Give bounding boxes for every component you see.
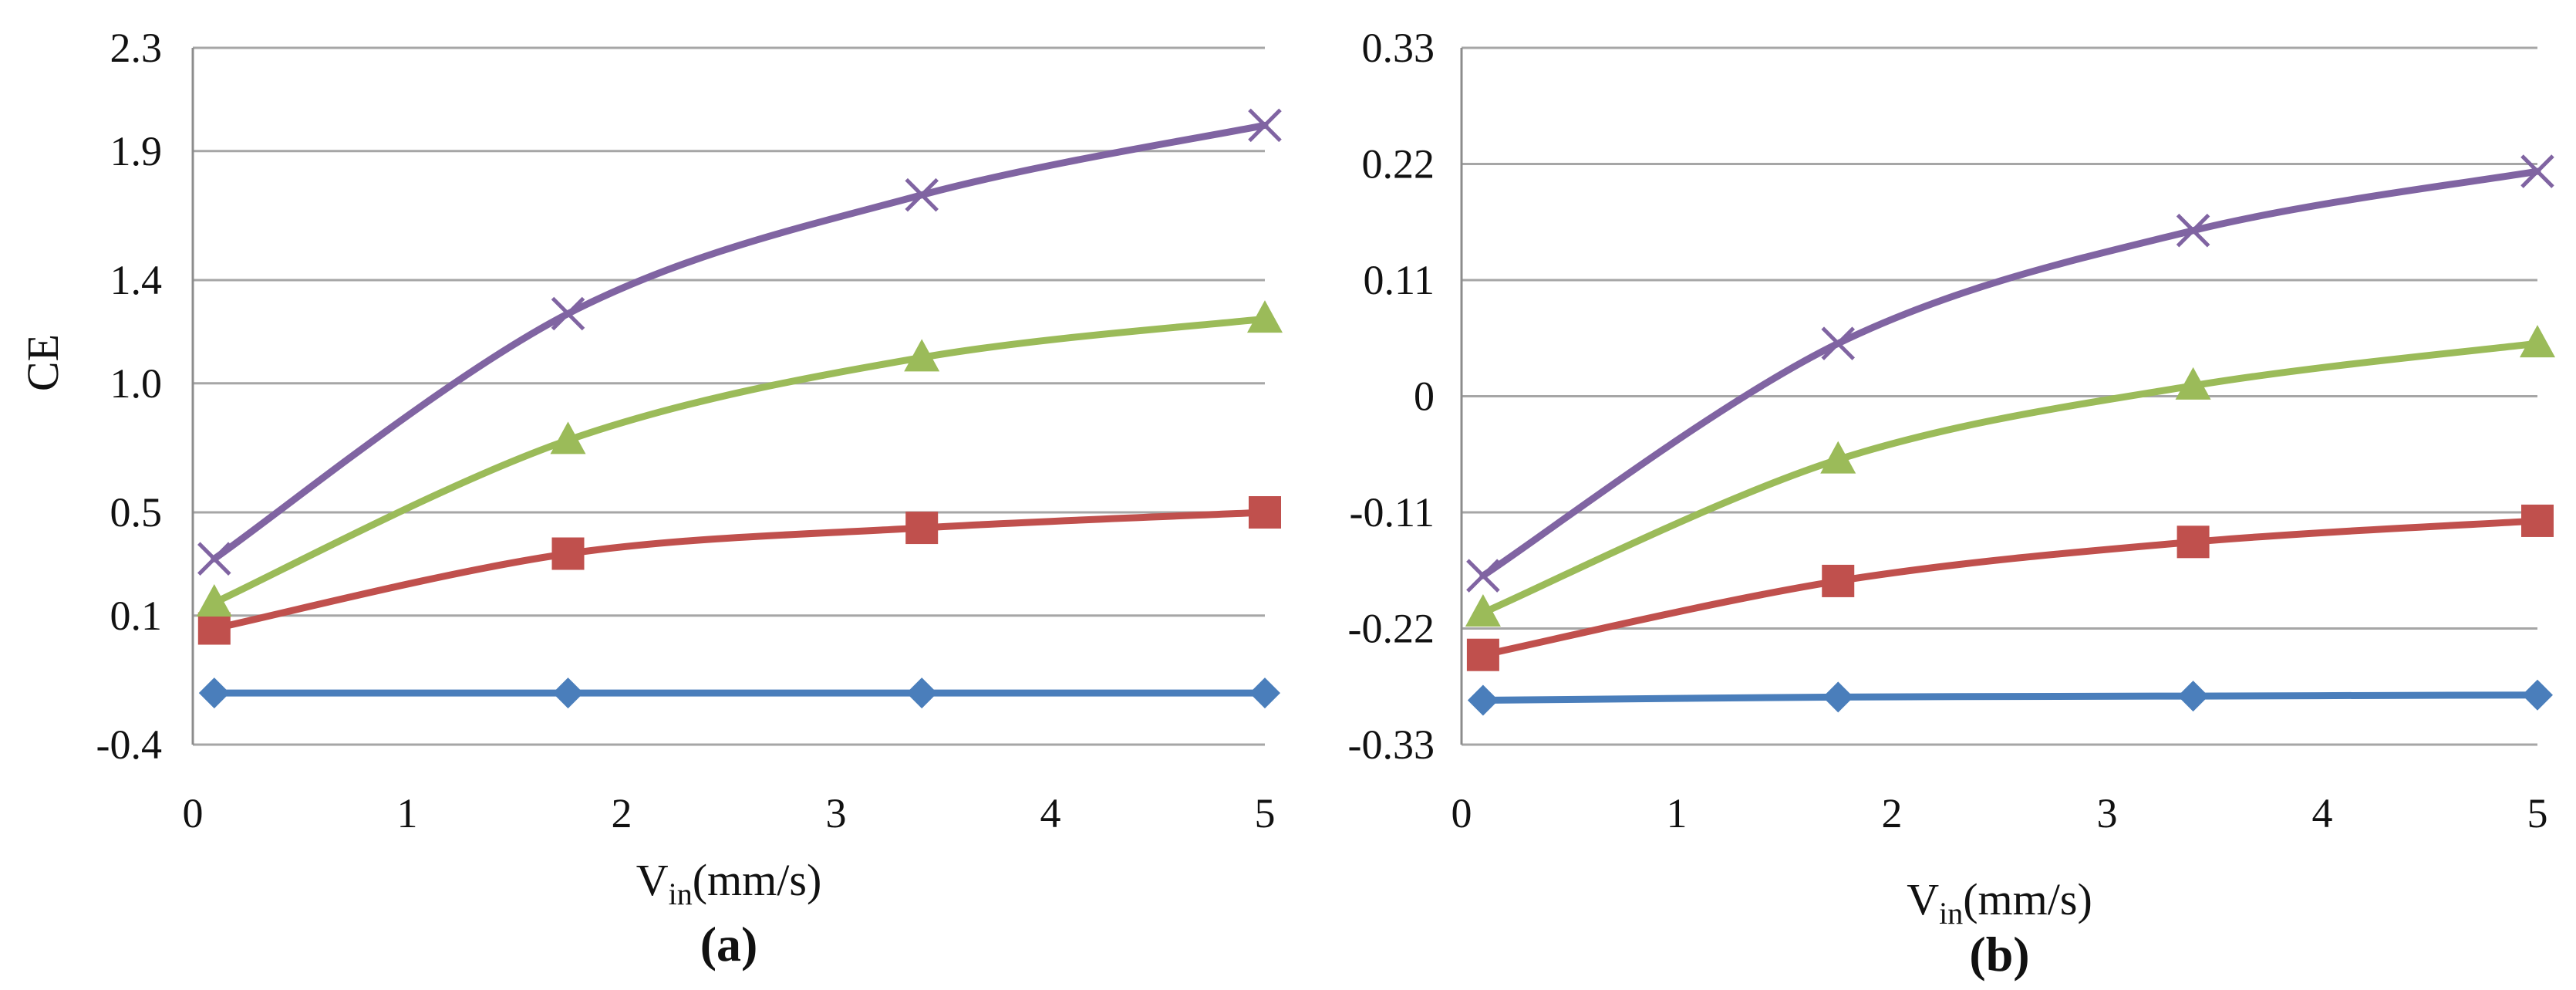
series-triangle <box>1465 325 2555 627</box>
data-point-square <box>551 537 585 570</box>
y-tick-label: 0.22 <box>1362 141 1435 188</box>
data-point-square <box>1822 564 1855 597</box>
panel-label: (b) <box>1969 927 2029 982</box>
x-tick-label: 5 <box>1255 790 1276 836</box>
y-tick-label: -0.33 <box>1348 721 1435 768</box>
data-point-triangle <box>1247 300 1283 333</box>
data-point-triangle <box>550 421 586 454</box>
x-tick-label: 1 <box>1667 790 1688 836</box>
series-line <box>211 509 1269 632</box>
y-tick-label: 2.3 <box>110 25 163 71</box>
data-point-x <box>1248 108 1282 143</box>
x-tick-label: 3 <box>2097 790 2118 836</box>
data-point-triangle <box>2175 367 2211 400</box>
x-axis-label-main: V <box>1907 874 1939 924</box>
y-tick-label: 1.9 <box>110 128 163 174</box>
series-x <box>197 108 1282 576</box>
y-tick-label: 1.0 <box>110 360 163 407</box>
data-point-x <box>1466 559 1500 593</box>
y-tick-label: -0.11 <box>1350 489 1435 536</box>
data-point-x <box>2520 154 2554 188</box>
y-tick-label: 0.11 <box>1364 257 1435 303</box>
y-tick-label: 0.1 <box>110 593 163 639</box>
data-point-square <box>2521 504 2554 537</box>
y-tick-label: 1.4 <box>110 257 163 303</box>
series-diamond <box>1467 679 2553 716</box>
data-point-diamond <box>552 677 584 709</box>
data-point-x <box>905 177 939 212</box>
data-point-triangle <box>2520 325 2555 358</box>
x-tick-label: 4 <box>2312 790 2333 836</box>
data-point-x <box>551 296 585 331</box>
data-point-diamond <box>906 677 938 709</box>
series-line <box>1479 167 2541 579</box>
data-point-square <box>1466 638 1499 671</box>
x-axis-label: Vin(mm/s) <box>1907 874 2092 931</box>
data-point-diamond <box>1822 681 1854 713</box>
x-tick-label: 0 <box>183 790 204 836</box>
y-tick-label: 0.5 <box>110 489 163 536</box>
x-axis-label: Vin(mm/s) <box>636 855 822 911</box>
series-line <box>1479 340 2541 617</box>
data-point-x <box>197 542 231 576</box>
data-point-triangle <box>1465 593 1501 627</box>
data-point-diamond <box>2177 681 2209 712</box>
data-point-square <box>1249 496 1281 529</box>
x-tick-label: 4 <box>1040 790 1061 836</box>
y-tick-label: 0.33 <box>1362 25 1435 71</box>
x-axis-label-sub: in <box>669 877 693 911</box>
x-tick-label: 2 <box>612 790 632 836</box>
panel-label: (a) <box>700 917 758 971</box>
data-point-square <box>197 612 231 645</box>
x-tick-label: 5 <box>2527 790 2548 836</box>
data-point-diamond <box>2522 679 2553 711</box>
data-point-x <box>1821 326 1856 360</box>
chart-panel-a: -0.4 0.1 0.5 1.0 1.4 1.9 2.3 0 1 2 3 4 5 Vin(mm/s) (a)… <box>18 25 1283 971</box>
x-tick-label: 0 <box>1452 790 1472 836</box>
y-tick-label: -0.4 <box>96 721 162 768</box>
data-point-square <box>905 512 939 545</box>
data-point-triangle <box>904 339 940 372</box>
x-axis-label-sub: in <box>1939 896 1963 931</box>
x-axis-label-main: V <box>636 855 669 905</box>
data-point-diamond <box>198 677 230 709</box>
series-x <box>1466 154 2554 593</box>
data-point-x <box>2176 213 2210 248</box>
y-axis-label: CE <box>18 334 68 391</box>
y-tick-label: 0 <box>1414 373 1435 420</box>
x-tick-label: 2 <box>1882 790 1903 836</box>
series-triangle <box>196 300 1283 617</box>
data-point-diamond <box>1249 677 1280 709</box>
data-point-triangle <box>196 584 232 617</box>
x-axis-label-unit: (mm/s) <box>693 855 822 905</box>
series-diamond <box>198 677 1280 709</box>
y-tick-label: -0.22 <box>1348 606 1435 652</box>
series-square <box>1466 504 2554 671</box>
data-point-square <box>2176 525 2210 559</box>
x-tick-label: 3 <box>826 790 847 836</box>
series-line <box>211 121 1269 563</box>
data-point-triangle <box>1820 441 1856 474</box>
series-square <box>197 496 1281 645</box>
chart-panel-b: -0.33 -0.22 -0.11 0 0.11 0.22 0.33 0 1 2 3 4 5 Vin(mm… <box>1348 25 2555 982</box>
series-line <box>211 315 1269 607</box>
series-line <box>1479 517 2541 659</box>
series-line <box>1479 691 2541 704</box>
x-axis-label-unit: (mm/s) <box>1963 874 2092 924</box>
x-tick-label: 1 <box>397 790 418 836</box>
data-point-diamond <box>1467 684 1499 716</box>
